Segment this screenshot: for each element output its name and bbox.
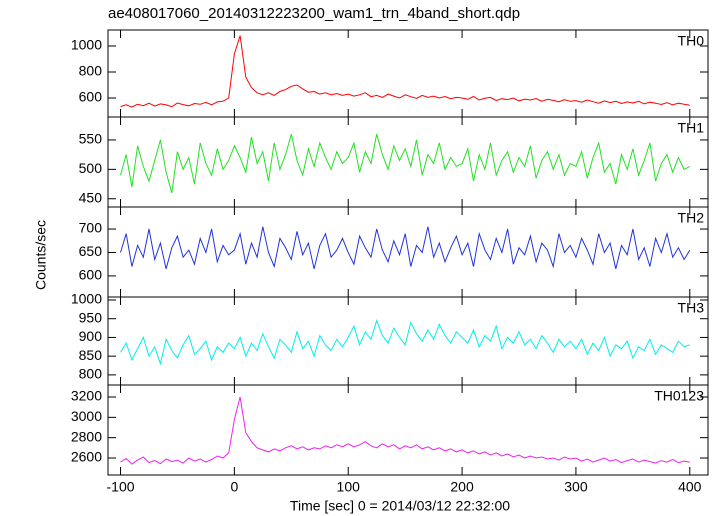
panel-frame [107, 384, 709, 476]
y-tick-label: 600 [79, 267, 103, 283]
panel-label: TH3 [678, 300, 705, 316]
panel-label: TH1 [678, 120, 705, 136]
y-tick-label: 850 [79, 347, 103, 363]
panel-label: TH0 [678, 33, 705, 49]
data-line [120, 396, 690, 465]
y-tick-label: 800 [79, 63, 103, 79]
y-tick-label: 600 [79, 89, 103, 105]
data-line [120, 319, 690, 366]
y-tick-label: 3000 [71, 408, 102, 424]
panel-label: TH2 [678, 210, 705, 226]
x-tick-label: 100 [337, 479, 361, 495]
panel-frame [107, 296, 709, 386]
y-tick-label: 550 [79, 131, 103, 147]
x-tick-label: 300 [564, 479, 588, 495]
y-tick-label: 650 [79, 243, 103, 259]
y-tick-label: 700 [79, 220, 103, 236]
y-tick-label: 1000 [71, 37, 102, 53]
y-tick-label: 2600 [71, 449, 102, 465]
x-axis-label: Time [sec] 0 = 2014/03/12 22:32:00 [290, 498, 510, 514]
data-line [120, 35, 690, 108]
y-tick-label: 800 [79, 366, 103, 382]
y-tick-label: 500 [79, 160, 103, 176]
x-tick-label: 400 [678, 479, 702, 495]
x-tick-label: 200 [450, 479, 474, 495]
data-line [120, 226, 691, 270]
y-axis-label: Counts/sec [33, 220, 49, 290]
x-tick-label: 0 [230, 479, 238, 495]
y-tick-label: 450 [79, 189, 103, 205]
chart-title: ae408017060_20140312223200_wam1_trn_4ban… [108, 5, 520, 22]
data-line [120, 133, 691, 194]
x-tick-label: -100 [107, 479, 135, 495]
y-tick-label: 3200 [71, 388, 102, 404]
panel-label: TH0123 [654, 388, 704, 404]
y-tick-label: 900 [79, 328, 103, 344]
y-tick-label: 950 [79, 309, 103, 325]
y-tick-label: 1000 [71, 291, 102, 307]
y-tick-label: 2800 [71, 428, 102, 444]
